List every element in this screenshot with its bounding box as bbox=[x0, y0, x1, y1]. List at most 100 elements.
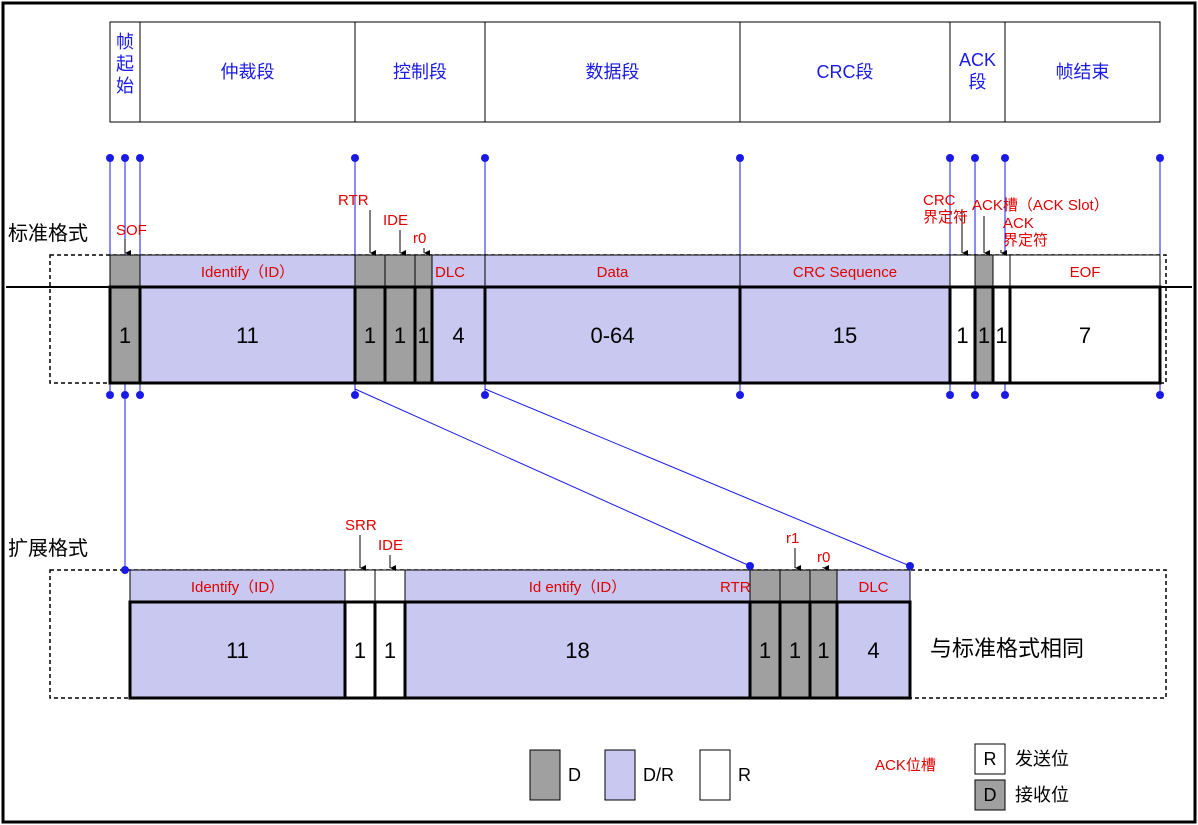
std-title: 标准格式 bbox=[8, 222, 88, 245]
ext-bitcount: 11 bbox=[226, 638, 249, 663]
std-bitcount: 1 bbox=[956, 323, 968, 348]
ext-cell-hdr bbox=[375, 570, 405, 602]
std-field-label: Identify（ID） bbox=[201, 264, 294, 281]
std-field-label: EOF bbox=[1070, 264, 1101, 281]
std-cell-hdr bbox=[975, 255, 993, 287]
guide-dot bbox=[481, 391, 489, 399]
std-bitcount: 1 bbox=[119, 323, 131, 348]
ext-field-label: DLC bbox=[858, 579, 888, 596]
std-cell-hdr bbox=[993, 255, 1010, 287]
ext-bitcount: 1 bbox=[817, 638, 829, 663]
guide-dot bbox=[971, 154, 979, 162]
std-cell-hdr bbox=[415, 255, 432, 287]
std-bitcount: 15 bbox=[833, 323, 857, 348]
guide-dot bbox=[481, 154, 489, 162]
ext-cell-hdr bbox=[810, 570, 837, 602]
legend-label: D bbox=[568, 765, 581, 785]
guide-dot bbox=[736, 154, 744, 162]
guide-dot bbox=[1001, 154, 1009, 162]
header-sections: 帧起始 仲裁段 控制段 数据段 CRC段 ACK段 帧结束 bbox=[110, 22, 1160, 122]
ext-bitcount: 4 bbox=[867, 638, 879, 663]
std-bitcount: 1 bbox=[394, 323, 406, 348]
arrow-label: SOF bbox=[116, 222, 147, 239]
guide-dot bbox=[1156, 391, 1164, 399]
guide-dot bbox=[136, 391, 144, 399]
guide-dot bbox=[106, 391, 114, 399]
std-bitcount: 1 bbox=[364, 323, 376, 348]
ack-label: 发送位 bbox=[1015, 749, 1069, 769]
ack-legend-title: ACK位槽 bbox=[875, 757, 936, 774]
header-label: 起 bbox=[116, 54, 134, 74]
guide-dot bbox=[351, 154, 359, 162]
ext-same-text: 与标准格式相同 bbox=[930, 636, 1084, 661]
ext-bitcount: 1 bbox=[384, 638, 396, 663]
arrow-label: SRR bbox=[345, 517, 377, 534]
guide-dot bbox=[946, 391, 954, 399]
ext-bitcount: 18 bbox=[565, 638, 589, 663]
header-label: CRC段 bbox=[817, 62, 874, 82]
guide-dot bbox=[136, 154, 144, 162]
std-cell-hdr bbox=[385, 255, 415, 287]
std-field-label: CRC Sequence bbox=[793, 264, 897, 281]
std-bitcount: 11 bbox=[236, 323, 259, 348]
arrow-label: IDE bbox=[383, 212, 408, 229]
arrow-label: ACK bbox=[1003, 215, 1034, 232]
legend-swatch bbox=[700, 750, 730, 800]
header-label: 控制段 bbox=[393, 62, 447, 82]
guide-dot bbox=[1001, 391, 1009, 399]
std-field-label: Data bbox=[597, 264, 629, 281]
ext-field-label: Id entify（ID） bbox=[529, 579, 627, 596]
header-label: 帧结束 bbox=[1056, 62, 1110, 82]
guide-dot bbox=[121, 154, 129, 162]
connector-dot bbox=[746, 562, 754, 570]
std-bitcount: 1 bbox=[978, 323, 990, 348]
ext-cell-hdr bbox=[345, 570, 375, 602]
guide-dot bbox=[351, 391, 359, 399]
header-label: ACK bbox=[959, 50, 996, 70]
arrow-label: ACK槽（ACK Slot） bbox=[972, 197, 1109, 214]
std-bitcount: 0-64 bbox=[590, 323, 634, 348]
std-cell-hdr bbox=[355, 255, 385, 287]
guide-dot bbox=[1156, 154, 1164, 162]
connector-dot bbox=[121, 566, 129, 574]
ack-code: D bbox=[984, 785, 997, 805]
ext-cell-hdr bbox=[780, 570, 810, 602]
header-label: 仲裁段 bbox=[221, 62, 275, 82]
arrow-label: r1 bbox=[786, 530, 799, 547]
arrow-label: CRC bbox=[923, 192, 956, 209]
ack-label: 接收位 bbox=[1015, 785, 1069, 805]
header-label: 始 bbox=[116, 76, 134, 96]
arrow-label: r0 bbox=[413, 230, 426, 247]
arrow-label: RTR bbox=[338, 192, 369, 209]
header-label: 段 bbox=[969, 72, 987, 92]
ext-bitcount: 1 bbox=[354, 638, 366, 663]
ext-title: 扩展格式 bbox=[8, 537, 88, 560]
ext-cell-hdr bbox=[750, 570, 780, 602]
header-label: 数据段 bbox=[586, 62, 640, 82]
legend-label: R bbox=[738, 765, 751, 785]
std-cell-hdr bbox=[950, 255, 975, 287]
guide-dot bbox=[946, 154, 954, 162]
arrow-sublabel: 界定符 bbox=[923, 209, 968, 226]
guide-dot bbox=[971, 391, 979, 399]
std-field-label: DLC bbox=[435, 264, 465, 281]
std-bitcount: 1 bbox=[417, 323, 429, 348]
guide-dot bbox=[106, 154, 114, 162]
ext-bitcount: 1 bbox=[789, 638, 801, 663]
std-bitcount: 4 bbox=[452, 323, 464, 348]
can-frame-diagram: 帧起始仲裁段控制段数据段CRC段ACK段帧结束 标准格式1Identify（ID… bbox=[0, 0, 1198, 825]
std-cell-hdr bbox=[110, 255, 140, 287]
legend-label: D/R bbox=[643, 765, 674, 785]
legend-swatch bbox=[530, 750, 560, 800]
arrow-sublabel: 界定符 bbox=[1003, 232, 1048, 249]
header-label: 帧 bbox=[116, 32, 134, 52]
ext-rtr-label: RTR bbox=[720, 579, 751, 596]
legend-swatch bbox=[605, 750, 635, 800]
connector-dot bbox=[906, 562, 914, 570]
ext-field-label: Identify（ID） bbox=[191, 579, 284, 596]
std-bitcount: 7 bbox=[1079, 323, 1091, 348]
guide-dot bbox=[736, 391, 744, 399]
std-bitcount: 1 bbox=[995, 323, 1007, 348]
ack-code: R bbox=[984, 749, 997, 769]
arrow-label: IDE bbox=[378, 537, 403, 554]
